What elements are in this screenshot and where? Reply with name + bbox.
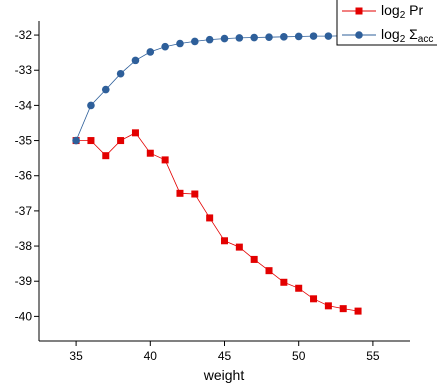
y-tick-label: -39 [15, 274, 33, 288]
series-1 [72, 31, 362, 145]
data-point [102, 152, 110, 160]
x-tick-label: 45 [218, 349, 232, 363]
data-point [354, 307, 362, 315]
data-point [146, 149, 154, 157]
legend-label-sigma: log2 Σacc [381, 26, 433, 45]
legend-entry-sigma: log2 Σacc [342, 26, 433, 45]
data-point [206, 214, 214, 222]
series-layer [72, 31, 362, 315]
data-point [116, 69, 125, 78]
data-point [250, 255, 258, 263]
y-tick-label: -32 [15, 28, 33, 42]
data-point [235, 243, 243, 251]
data-point [72, 136, 80, 145]
data-point [310, 295, 318, 303]
plot-frame [38, 21, 410, 342]
data-point [250, 33, 258, 42]
data-point [176, 39, 184, 48]
y-tick-label: -35 [15, 134, 33, 148]
y-tick-label: -40 [15, 309, 33, 323]
legend-marker-sigma [355, 31, 363, 39]
data-point [295, 284, 303, 292]
data-point [117, 137, 125, 145]
x-tick-label: 35 [69, 349, 83, 363]
data-point [309, 32, 318, 40]
y-ticks: -32 -33 -34 -35 -36 -37 -38 -39 -40 [15, 28, 39, 323]
y-tick-label: -36 [15, 169, 33, 183]
data-point [324, 32, 333, 40]
y-tick-label: -33 [15, 63, 33, 77]
x-tick-label: 55 [366, 349, 380, 363]
legend-marker-pr [355, 7, 363, 15]
x-axis-title: weight [203, 367, 245, 383]
legend-label-pr: log2 Pr [381, 2, 423, 21]
legend-box [336, 0, 437, 46]
data-point [265, 33, 273, 41]
data-point [205, 35, 214, 44]
legend-entry-pr: log2 Pr [342, 2, 423, 21]
data-point [191, 190, 199, 198]
legend: log2 Pr log2 Σacc [336, 0, 437, 46]
x-tick-label: 50 [292, 349, 306, 363]
y-tick-label: -34 [15, 98, 33, 112]
data-point [265, 267, 273, 275]
data-point [280, 278, 288, 286]
data-point [161, 156, 169, 164]
y-tick-label: -37 [15, 204, 33, 218]
data-point [176, 189, 184, 197]
data-point [87, 137, 95, 145]
data-point [280, 33, 288, 41]
data-point [131, 129, 139, 137]
y-tick-label: -38 [15, 239, 33, 253]
data-point [146, 48, 155, 56]
data-point [324, 302, 332, 310]
x-ticks: 35 40 45 50 55 [69, 341, 380, 363]
series-line [76, 132, 359, 312]
series-line [75, 35, 359, 141]
data-point [294, 32, 303, 41]
x-tick-label: 40 [144, 349, 158, 363]
data-point [221, 237, 228, 245]
data-point [220, 34, 229, 43]
data-point [101, 85, 110, 94]
data-point [235, 34, 244, 42]
data-point [339, 305, 347, 313]
data-point [131, 56, 140, 65]
data-point [191, 37, 199, 46]
series-0 [72, 129, 362, 315]
data-point [161, 42, 169, 51]
data-point [87, 101, 95, 110]
